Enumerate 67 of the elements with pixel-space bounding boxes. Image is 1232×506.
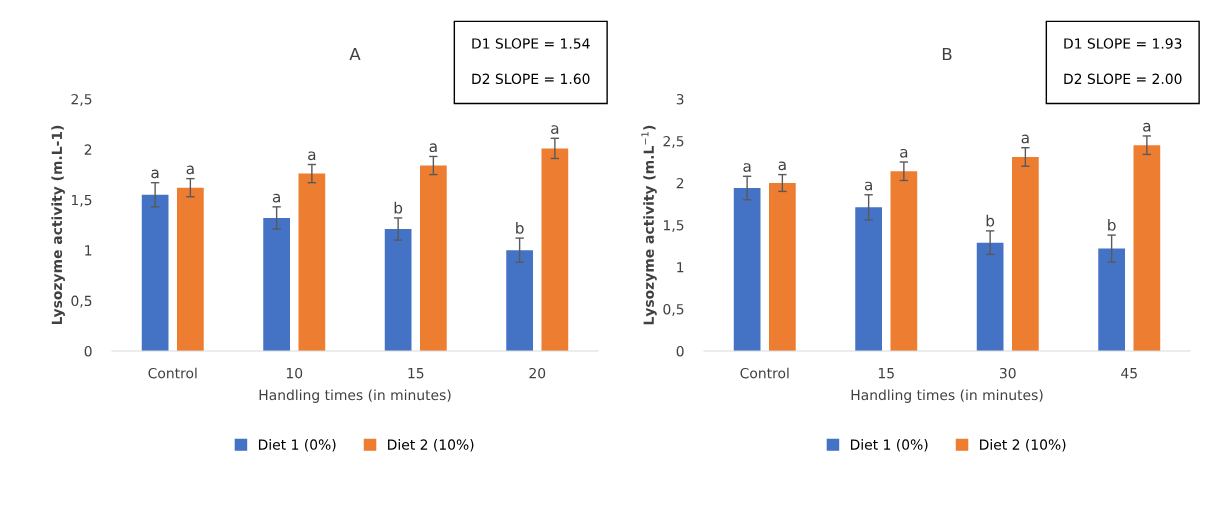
data-label: a (272, 193, 280, 203)
data-label: b (1108, 218, 1116, 231)
data-label: b (394, 201, 403, 214)
data-label: a (900, 148, 908, 158)
y-axis-title: Lysozyme activity (m.L$^{−1}$) (641, 125, 657, 325)
x-axis-title: Handling times (in minutes) (851, 389, 1043, 403)
bar (541, 148, 569, 351)
data-label: a (743, 163, 751, 172)
data-label: a (186, 165, 194, 175)
bar (855, 207, 882, 351)
y-tick-label: 2 (84, 144, 92, 155)
legend-label: Diet 1 (0%) (850, 439, 928, 452)
text: D1 SLOPE = 1.54 (472, 38, 590, 49)
x-tick-label: 30 (999, 367, 1016, 379)
bar (177, 187, 204, 351)
y-tick-label: 1,5 (71, 194, 92, 207)
legend-label: Diet 2 (10%) (388, 439, 474, 452)
text: D2 SLOPE = 1.60 (472, 73, 590, 85)
bar (384, 229, 412, 351)
x-tick-label: Control (148, 367, 197, 379)
legend-label: Diet 2 (10%) (980, 439, 1066, 452)
bar (1098, 248, 1125, 351)
y-axis-title: Lysozyme activity (m.L-1) (51, 125, 65, 325)
y-tick-label: 0,5 (663, 303, 684, 316)
bar (1012, 156, 1039, 351)
y-tick-label: 1 (677, 262, 684, 273)
y-tick-label: 0 (84, 345, 92, 357)
x-tick-label: 10 (286, 367, 303, 379)
data-label: a (1021, 134, 1029, 144)
bar (1133, 145, 1161, 351)
legend-label: Diet 1 (0%) (258, 439, 336, 452)
bar (420, 165, 447, 351)
bar (890, 171, 918, 351)
x-tick-label: 45 (1121, 368, 1137, 379)
chart-title: B (942, 47, 952, 61)
bar (976, 242, 1004, 351)
data-label: a (308, 151, 316, 161)
x-tick-label: 15 (878, 368, 894, 379)
bar (769, 183, 796, 351)
chart-title: A (349, 47, 361, 61)
data-label: b (986, 214, 995, 227)
data-label: a (551, 125, 559, 134)
data-label: a (864, 181, 872, 191)
x-tick-label: 20 (529, 367, 546, 379)
text: D1 SLOPE = 1.93 (1064, 38, 1182, 49)
data-label: a (151, 169, 159, 179)
bar (141, 194, 169, 351)
data-label: a (778, 161, 786, 171)
text: D2 SLOPE = 2.00 (1064, 73, 1182, 85)
y-tick-label: 1,5 (663, 220, 684, 232)
bar (263, 217, 290, 351)
x-axis-title: Handling times (in minutes) (259, 389, 451, 403)
x-tick-label: Control (740, 367, 789, 379)
x-tick-label: 15 (408, 368, 424, 379)
data-label: b (516, 221, 524, 234)
y-tick-label: 2 (676, 177, 684, 189)
y-tick-label: 2,5 (71, 93, 92, 106)
y-tick-label: 0,5 (71, 295, 92, 308)
y-tick-label: 1 (85, 245, 92, 256)
y-tick-label: 2,5 (663, 135, 684, 148)
y-tick-label: 3 (676, 93, 684, 105)
bar (506, 250, 533, 351)
bar (298, 173, 326, 351)
data-label: a (1143, 122, 1151, 132)
bar (733, 188, 761, 351)
y-tick-label: 0 (676, 345, 684, 357)
data-label: a (429, 143, 437, 153)
